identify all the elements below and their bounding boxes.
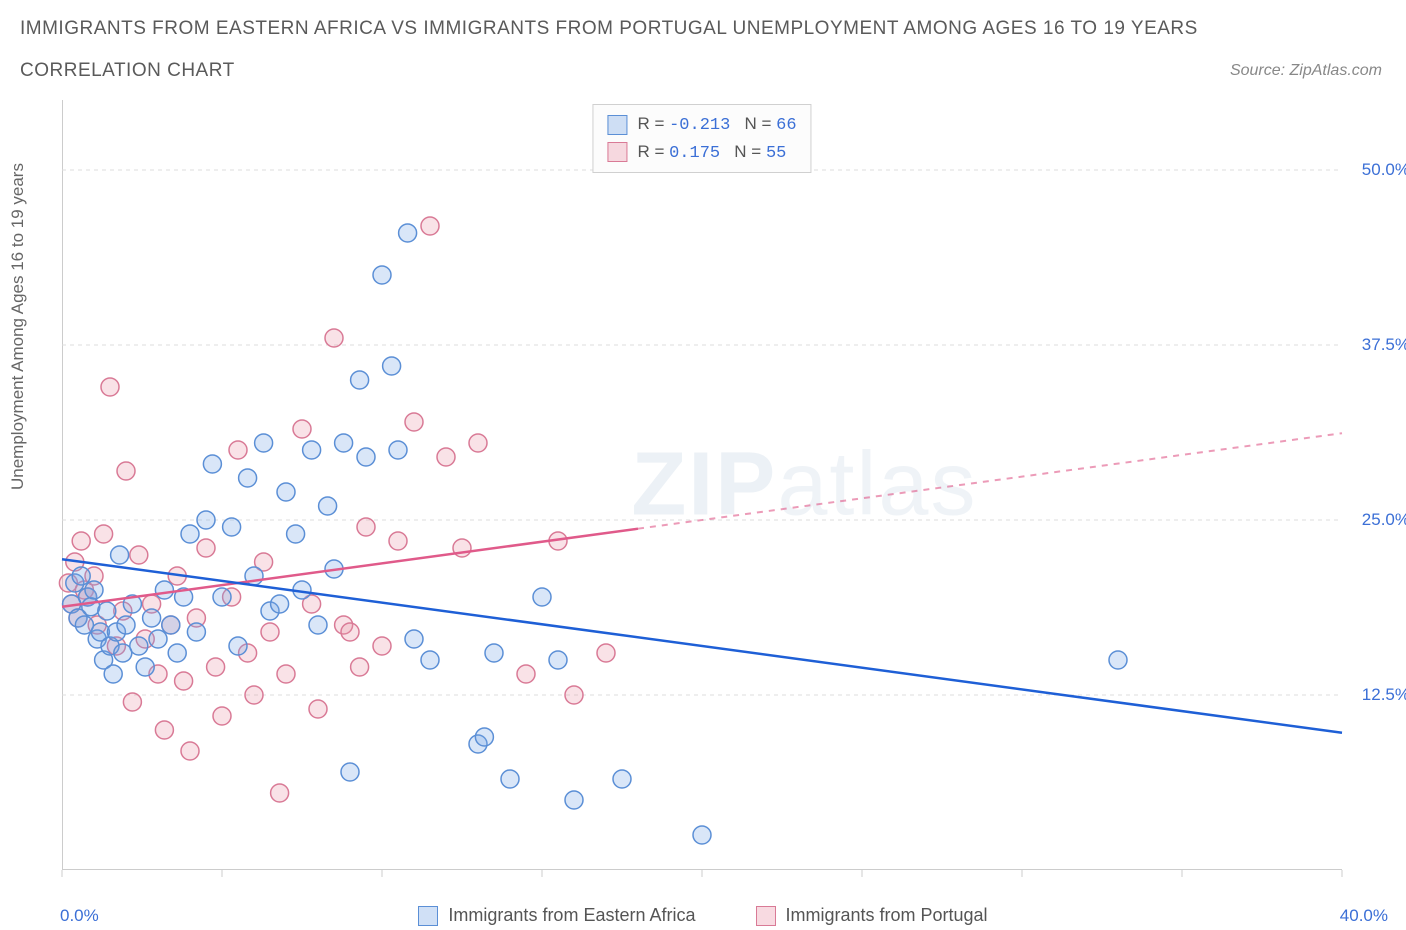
correlation-legend: R = -0.213 N = 66R = 0.175 N = 55 <box>592 104 811 173</box>
y-tick-label: 37.5% <box>1362 335 1406 355</box>
y-tick-label: 50.0% <box>1362 160 1406 180</box>
legend-row: R = -0.213 N = 66 <box>607 111 796 139</box>
blue-swatch-icon <box>418 906 438 926</box>
legend-label: Immigrants from Eastern Africa <box>448 905 695 926</box>
blue-swatch-icon <box>607 115 627 135</box>
legend-row: R = 0.175 N = 55 <box>607 139 796 167</box>
y-axis-label: Unemployment Among Ages 16 to 19 years <box>8 163 28 490</box>
chart-subtitle: CORRELATION CHART <box>20 60 235 82</box>
chart-title: IMMIGRANTS FROM EASTERN AFRICA VS IMMIGR… <box>20 18 1198 40</box>
legend-item: Immigrants from Eastern Africa <box>418 905 695 926</box>
y-tick-label: 12.5% <box>1362 685 1406 705</box>
legend-item: Immigrants from Portugal <box>756 905 988 926</box>
pink-swatch-icon <box>756 906 776 926</box>
chart-plot-area: ZIPatlas 12.5%25.0%37.5%50.0% R = -0.213… <box>62 100 1342 870</box>
pink-swatch-icon <box>607 142 627 162</box>
series-legend: Immigrants from Eastern Africa Immigrants… <box>0 905 1406 926</box>
legend-label: Immigrants from Portugal <box>786 905 988 926</box>
scatter-svg <box>62 100 1342 870</box>
source-attribution: Source: ZipAtlas.com <box>1230 62 1382 80</box>
y-tick-label: 25.0% <box>1362 510 1406 530</box>
